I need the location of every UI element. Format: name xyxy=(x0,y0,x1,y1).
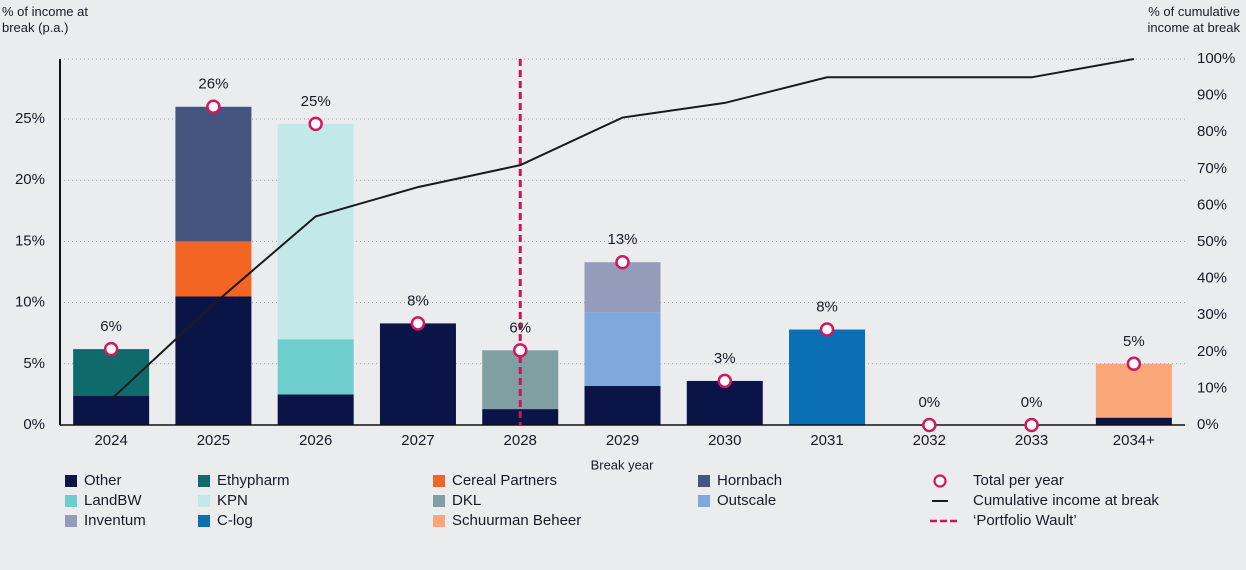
y2-tick-label: 40% xyxy=(1197,270,1227,287)
x-tick-label: 2027 xyxy=(401,432,434,449)
y2-tick-label: 60% xyxy=(1197,196,1227,213)
bar-segment xyxy=(584,262,661,313)
bar-segment xyxy=(1095,417,1172,425)
legend-swatch xyxy=(65,515,77,527)
total-label: 8% xyxy=(816,298,838,315)
legend-label: KPN xyxy=(217,492,248,509)
y-tick-label: 5% xyxy=(23,355,45,372)
legend-label: Ethypharm xyxy=(217,472,290,489)
x-tick-label: 2028 xyxy=(504,432,537,449)
total-marker xyxy=(206,99,221,115)
y2-tick-label: 50% xyxy=(1197,233,1227,250)
bar-segment xyxy=(1095,363,1172,418)
total-marker xyxy=(1024,417,1039,433)
bar-segment xyxy=(175,296,252,425)
bar-segment xyxy=(73,349,150,396)
x-tick-label: 2033 xyxy=(1015,432,1048,449)
total-marker xyxy=(1126,356,1142,372)
x-tick-label: 2034+ xyxy=(1113,432,1155,449)
total-label: 3% xyxy=(714,350,736,367)
legend-swatch xyxy=(198,475,210,487)
legend-swatch xyxy=(433,515,445,527)
total-label: 13% xyxy=(607,231,637,248)
total-label: 26% xyxy=(198,76,228,93)
legend-swatch xyxy=(698,475,710,487)
y2-tick-label: 20% xyxy=(1197,343,1227,360)
x-tick-label: 2029 xyxy=(606,432,639,449)
legend-total-icon xyxy=(933,474,947,488)
bar-segment xyxy=(175,106,252,242)
y-tick-label: 15% xyxy=(15,232,45,249)
legend-swatch xyxy=(433,475,445,487)
total-label: 5% xyxy=(1123,333,1145,350)
bar-segment xyxy=(584,385,661,425)
bar-segment xyxy=(379,323,456,425)
y2-tick-label: 100% xyxy=(1197,50,1235,67)
bar-segment xyxy=(175,241,252,297)
y2-tick-label: 10% xyxy=(1197,379,1227,396)
y-tick-label: 0% xyxy=(23,416,45,433)
total-label: 0% xyxy=(1021,394,1043,411)
y2-tick-label: 70% xyxy=(1197,160,1227,177)
legend-label: Cereal Partners xyxy=(452,472,557,489)
total-marker xyxy=(308,116,323,132)
y2-tick-label: 30% xyxy=(1197,306,1227,323)
legend-swatch xyxy=(65,495,77,507)
x-tick-label: 2032 xyxy=(913,432,946,449)
x-tick-label: 2031 xyxy=(810,432,843,449)
cumulative-line xyxy=(110,58,1135,401)
total-marker xyxy=(819,322,835,337)
y2-tick-label: 80% xyxy=(1197,123,1227,140)
legend-label: Schuurman Beheer xyxy=(452,512,581,529)
total-marker xyxy=(717,373,733,389)
x-tick-label: 2026 xyxy=(299,432,332,449)
y-tick-label: 20% xyxy=(15,171,45,188)
bar-segment xyxy=(789,329,866,425)
total-marker xyxy=(615,254,630,270)
total-label: 8% xyxy=(407,292,429,309)
bar-segment xyxy=(277,339,354,395)
total-label: 6% xyxy=(100,318,122,335)
y-tick-label: 10% xyxy=(15,294,45,311)
legend-label: C-log xyxy=(217,512,253,529)
bar-segment xyxy=(584,312,661,386)
y2-tick-label: 0% xyxy=(1197,416,1219,433)
legend-swatch xyxy=(198,515,210,527)
x-tick-label: 2024 xyxy=(94,432,127,449)
legend-swatch xyxy=(698,495,710,507)
y-axis-label: % of income at break (p.a.) xyxy=(2,4,88,35)
y2-axis-label: % of cumulative income at break xyxy=(1148,4,1241,35)
x-axis-label: Break year xyxy=(591,457,655,472)
legend-swatch xyxy=(65,475,77,487)
x-tick-label: 2025 xyxy=(197,432,230,449)
total-label: 6% xyxy=(509,319,531,336)
legend-label: Hornbach xyxy=(717,472,782,489)
legend-label: Other xyxy=(84,472,122,489)
bar-segment xyxy=(277,123,354,340)
y-tick-label: 25% xyxy=(15,110,45,127)
legend-label: Total per year xyxy=(973,472,1064,489)
legend-swatch xyxy=(433,495,445,507)
legend-label: ‘Portfolio Wault’ xyxy=(973,512,1077,529)
x-tick-label: 2030 xyxy=(708,432,741,449)
bar-segment xyxy=(277,394,354,425)
legend-label: Outscale xyxy=(717,492,776,509)
legend-label: Cumulative income at break xyxy=(973,492,1159,509)
total-label: 0% xyxy=(918,394,940,411)
total-label: 25% xyxy=(301,93,331,110)
total-marker xyxy=(512,343,528,358)
total-marker xyxy=(410,316,426,331)
y2-tick-label: 90% xyxy=(1197,87,1227,104)
bar-segment xyxy=(73,395,150,425)
legend-label: LandBW xyxy=(84,492,142,509)
legend-label: Inventum xyxy=(84,512,146,529)
total-marker xyxy=(103,341,119,357)
legend-label: DKL xyxy=(452,492,481,509)
legend-swatch xyxy=(198,495,210,507)
total-marker xyxy=(922,417,937,433)
bar-segment xyxy=(686,380,763,425)
